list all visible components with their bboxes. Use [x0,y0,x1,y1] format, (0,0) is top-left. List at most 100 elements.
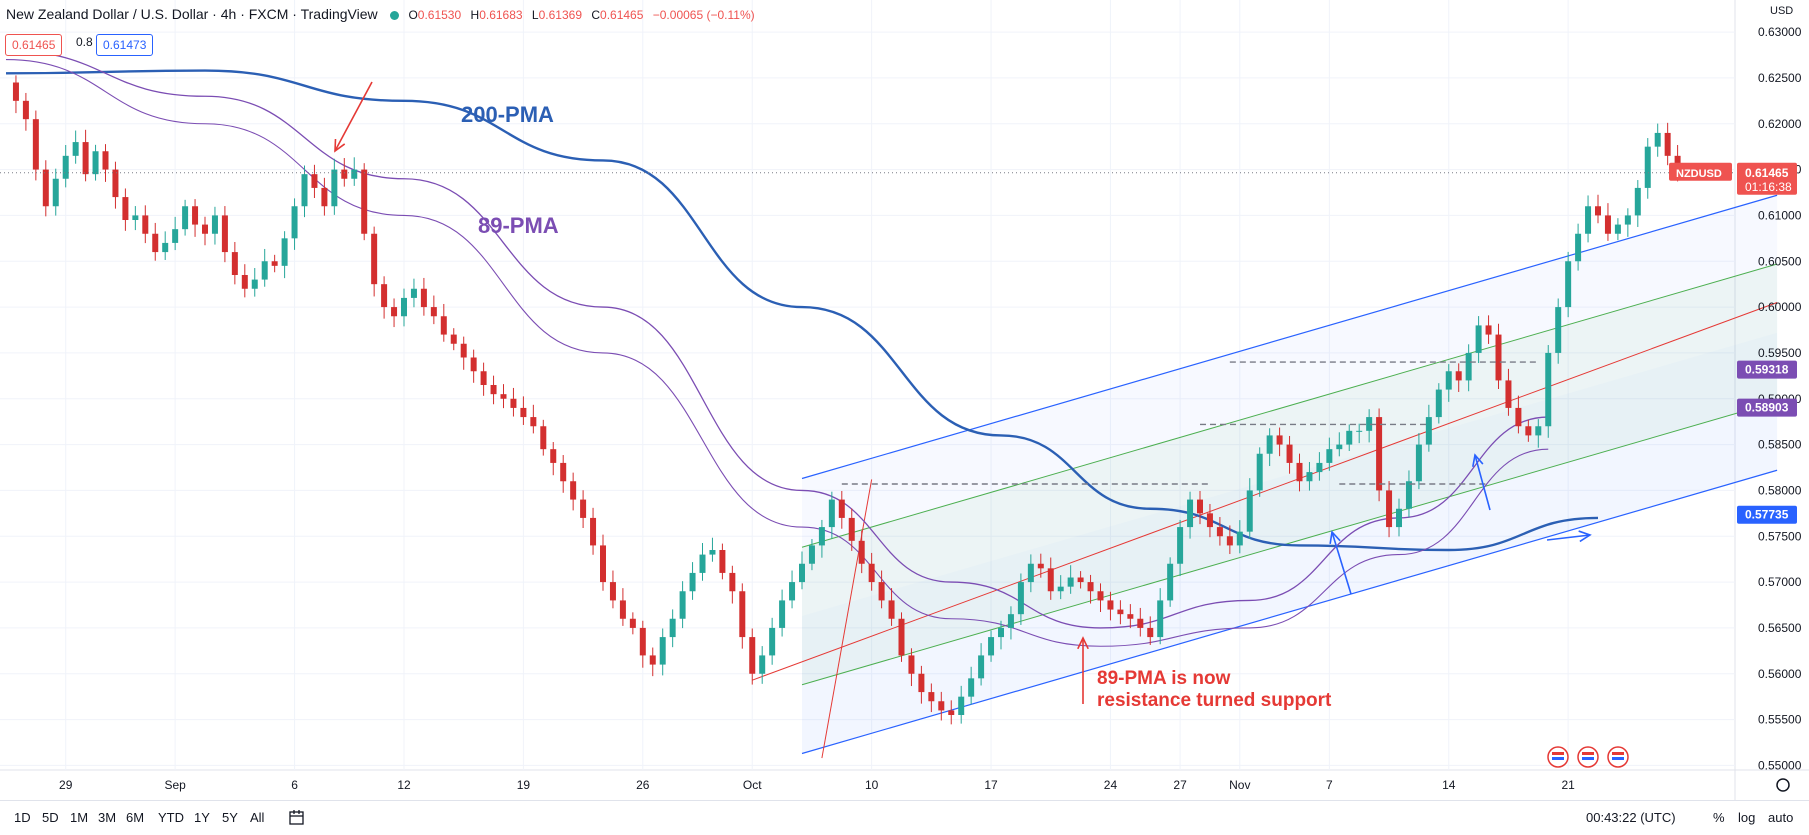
candle-down [1495,334,1502,381]
candle-down [918,673,925,693]
channel-inner-upper [801,263,1778,548]
candle-down [908,655,915,674]
tf-5y[interactable]: 5Y [222,810,238,825]
candle-up [301,174,308,207]
candle-down [888,600,895,619]
candle-up [251,279,258,289]
ma-secondary-line [5,59,1549,647]
candle-up [52,178,59,207]
high-value: 0.61683 [479,8,523,22]
open-value: 0.61530 [417,8,462,22]
close-key: C [591,8,601,22]
candle-up [1634,187,1641,216]
candle-down [42,169,49,207]
arrow-blue-1 [1331,531,1352,595]
tf-1y[interactable]: 1Y [194,810,210,825]
candle-up [1654,132,1661,147]
candle-down [739,591,746,638]
channel-lower-line [801,469,1778,755]
candle-up [1027,563,1034,583]
flag-stripe [1552,757,1564,760]
candle-up [789,582,796,601]
y-tick-label: 0.62000 [1758,117,1802,131]
candle-down [898,618,905,656]
price-tag-bg [1737,398,1797,417]
tf-ytd[interactable]: YTD [158,810,184,825]
flag-stripe [1612,757,1624,760]
candle-down [102,151,109,170]
candle-down [221,215,228,253]
candle-down [570,481,577,500]
candle-up [1067,577,1074,587]
utc-time[interactable]: 00:43:22 (UTC) [1586,810,1676,825]
candle-up [162,242,169,253]
candle-down [1087,582,1094,592]
candle-down [22,100,29,120]
bottom-toolbar: 1D 5D 1M 3M 6M YTD 1Y 5Y All 00:43:22 (U… [0,800,1809,835]
candle-up [1017,582,1024,615]
candle-up [92,151,99,175]
arrow-support-head [1077,636,1089,650]
y-tick-label: 0.55000 [1758,758,1802,772]
percent-toggle[interactable]: % [1713,810,1725,825]
candle-down [231,252,238,275]
arrow-blue-2-head [1472,453,1484,467]
y-tick-label: 0.63000 [1758,25,1802,39]
economic-event-flag [1547,746,1569,768]
tf-5d[interactable]: 5D [42,810,59,825]
channel-fill-inner [802,264,1778,685]
candle-down [1216,527,1223,537]
candle-up [291,206,298,239]
candle-up [1475,325,1482,353]
log-toggle[interactable]: log [1738,810,1756,825]
candle-up [182,206,189,230]
date-range-icon[interactable] [288,809,306,827]
x-tick-label: 19 [517,778,531,792]
y-tick-label: 0.59500 [1758,346,1802,360]
candle-up [351,169,358,179]
buy-button[interactable]: 0.61473 [96,34,154,56]
candle-down [1206,513,1213,528]
high-key: H [470,8,480,22]
auto-toggle[interactable]: auto [1768,810,1794,825]
candle-down [878,582,885,601]
candle-down [391,307,398,317]
y-tick-label: 0.60000 [1758,300,1802,314]
candle-up [410,288,417,298]
symbol-title: New Zealand Dollar / U.S. Dollar · 4h · … [6,6,378,22]
settings-gear-icon[interactable] [1776,778,1790,792]
y-tick-label: 0.62500 [1758,71,1802,85]
tf-1m[interactable]: 1M [70,810,89,825]
x-tick-label: Sep [164,778,186,792]
candle-up [968,678,975,697]
candle-up [1356,430,1363,432]
candle-up [1246,490,1253,532]
candle-down [520,407,527,418]
sell-button[interactable]: 0.61465 [5,34,63,56]
candle-up [72,142,79,156]
moving-averages [5,49,1599,647]
economic-event-flag [1577,746,1599,768]
candle-down [1047,568,1054,592]
candle-up [331,169,338,207]
candle-up [1366,417,1373,431]
tf-6m[interactable]: 6M [126,810,145,825]
tf-3m[interactable]: 3M [98,810,117,825]
note-line-1: 89-PMA is now [1097,668,1231,689]
candle-down [202,224,208,234]
tf-1d[interactable]: 1D [14,810,31,825]
economic-event-flag [1607,746,1629,768]
tf-all[interactable]: All [250,810,265,825]
y-tick-label: 0.56000 [1758,667,1802,681]
candle-down [1376,417,1383,491]
arrow-blue-3 [1546,534,1591,541]
channel-median-line [752,302,1778,681]
candle-up [1157,600,1164,638]
candle-down [1595,206,1601,216]
price-tag-bg [1737,360,1797,379]
candle-up [1167,563,1174,601]
price-tag: 0.57735 [1745,508,1789,522]
candle-down [1505,380,1512,408]
y-tick-label: 0.57500 [1758,529,1802,543]
